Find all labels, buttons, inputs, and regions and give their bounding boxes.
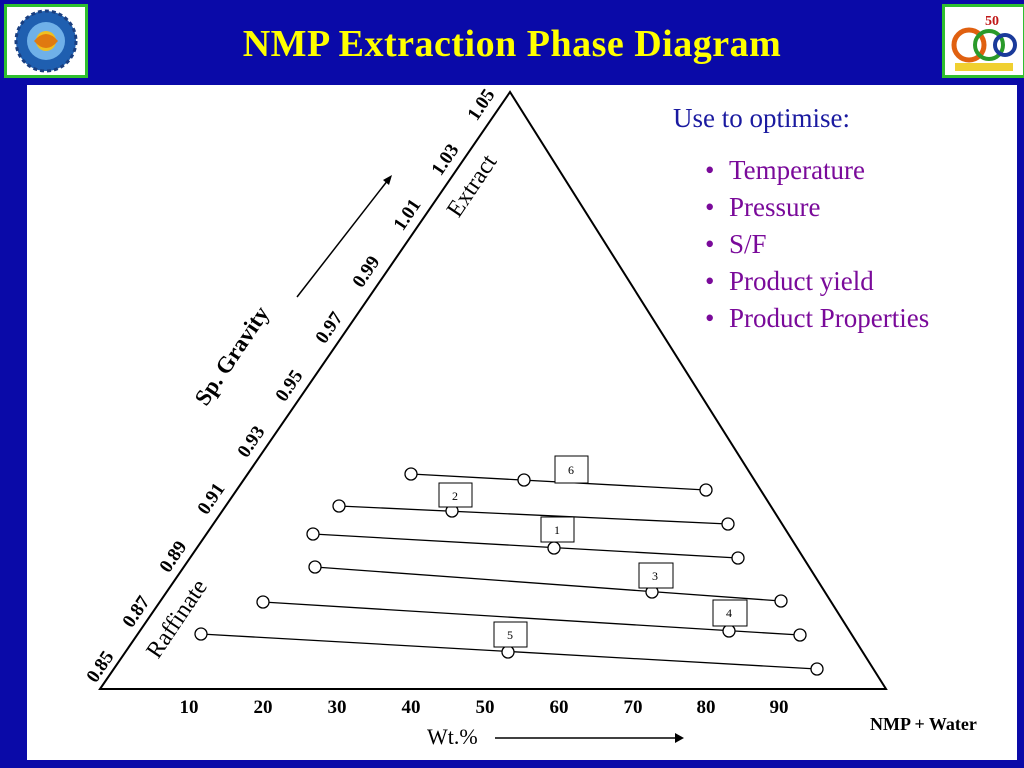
wt-arrow [495, 733, 684, 743]
tie-point [306, 527, 320, 541]
nmp-water-label: NMP + Water [870, 714, 977, 734]
tie-label: 1 [554, 523, 560, 537]
tie-label: 5 [507, 628, 513, 642]
tie-point [501, 645, 515, 659]
tie-point [721, 517, 735, 531]
gravity-tick-labels: 0.85 0.87 0.89 0.91 0.93 0.95 0.97 0.99 … [82, 85, 499, 686]
wt-tick: 70 [624, 697, 643, 718]
gravity-tick: 0.93 [233, 422, 269, 461]
sp-gravity-label: Sp. Gravity [190, 301, 275, 410]
tie-label-box [712, 599, 748, 627]
wt-tick-labels: 10 20 30 40 50 60 70 80 90 [180, 697, 789, 718]
tie-point [404, 467, 418, 481]
tie-line-6: 6 [404, 455, 713, 497]
gravity-tick: 0.97 [311, 308, 347, 348]
tie-label-box [540, 516, 575, 543]
wt-percent-label: Wt.% [427, 724, 478, 749]
tie-point [699, 483, 713, 497]
tie-label: 3 [652, 569, 658, 583]
tie-point [547, 541, 561, 555]
gravity-tick: 0.85 [82, 647, 118, 686]
tie-point [308, 560, 322, 574]
tie-label: 4 [726, 606, 732, 620]
optimise-heading: Use to optimise: [673, 103, 850, 133]
list-item: • Temperature [705, 155, 866, 185]
tie-label: 6 [568, 463, 574, 477]
optimise-list: • Temperature • Pressure • S/F • Product yie… [705, 152, 929, 337]
raffinate-label: Raffinate [142, 575, 213, 663]
gravity-tick: 0.91 [193, 479, 229, 518]
tie-point [194, 627, 208, 641]
gravity-tick: 0.89 [155, 537, 191, 576]
wt-tick: 80 [697, 697, 716, 718]
svg-text:50: 50 [985, 14, 999, 29]
sp-gravity-arrow [296, 175, 392, 298]
gravity-tick: 1.05 [463, 85, 499, 124]
page-title: NMP Extraction Phase Diagram [242, 23, 782, 65]
tie-line-3: 3 [308, 560, 788, 608]
wt-tick: 20 [254, 697, 273, 718]
list-item: • Product yield [705, 266, 874, 296]
list-item: • Product Properties [705, 303, 930, 333]
tie-point [517, 473, 531, 487]
list-item: • S/F [705, 229, 767, 259]
jubilee-logo-icon: 50 [942, 4, 1024, 78]
gravity-tick: 0.95 [271, 366, 307, 405]
tie-point [810, 662, 824, 676]
tie-line-5: 5 [194, 621, 824, 676]
tie-point [731, 551, 745, 565]
wt-tick: 10 [180, 697, 199, 718]
tie-label-box [438, 482, 473, 508]
gravity-tick: 1.03 [427, 140, 463, 179]
tie-label-box [638, 562, 674, 589]
wt-tick: 50 [476, 697, 495, 718]
tie-point [332, 499, 346, 513]
wt-tick: 30 [328, 697, 347, 718]
tie-point [722, 624, 736, 638]
gravity-tick: 1.01 [389, 195, 425, 234]
tie-label-box [554, 455, 589, 484]
list-item: • Pressure [705, 192, 821, 222]
gravity-tick: 0.87 [118, 592, 154, 632]
csir-logo-icon [4, 4, 88, 78]
tie-point [256, 595, 270, 609]
tie-label: 2 [452, 489, 458, 503]
phase-triangle [98, 90, 888, 690]
tie-line-4: 4 [256, 595, 807, 642]
wt-tick: 90 [770, 697, 789, 718]
tie-point [793, 628, 807, 642]
wt-tick: 40 [402, 697, 421, 718]
tie-point [774, 594, 788, 608]
tie-line-2: 2 [332, 482, 735, 531]
tie-line-1: 1 [306, 516, 745, 565]
wt-tick: 60 [550, 697, 569, 718]
tie-label-box [493, 621, 528, 648]
gravity-tick: 0.99 [348, 252, 384, 291]
